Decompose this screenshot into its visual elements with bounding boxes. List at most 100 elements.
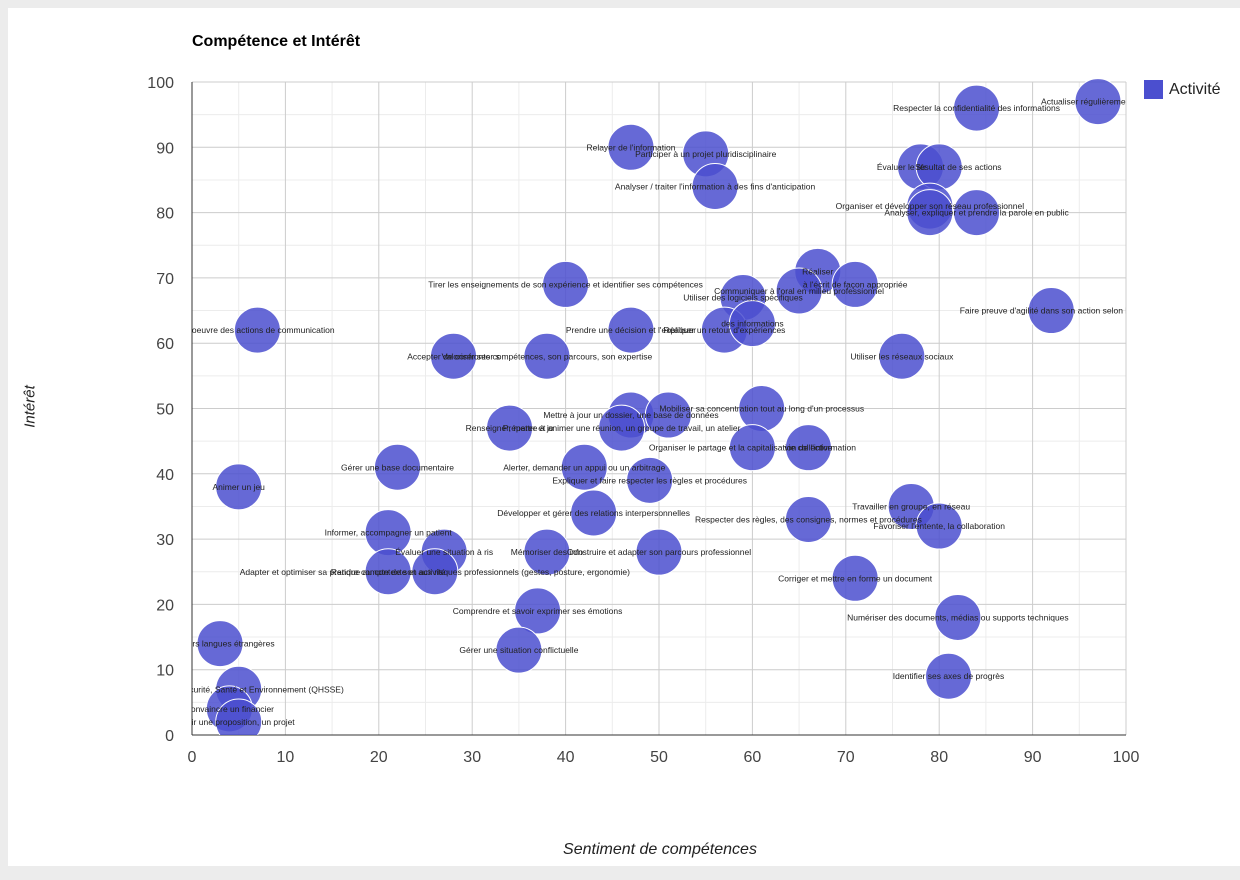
bubble-point[interactable]	[196, 620, 244, 668]
bubble-label: Alerter, demander un appui ou un arbitra…	[503, 462, 665, 472]
y-tick-label: 0	[165, 728, 174, 745]
bubble-label: Mettre à jour un dossier, une base de do…	[543, 410, 718, 420]
bubble-label-layer: Actualiser régulièrement ses cRespecter …	[165, 97, 1156, 727]
bubble-point[interactable]	[728, 424, 776, 472]
bubble-point[interactable]	[523, 332, 571, 380]
y-tick-label: 20	[156, 597, 174, 614]
bubble-point[interactable]	[728, 300, 776, 348]
x-tick-label: 80	[930, 749, 948, 766]
bubble-label: Développer et gérer des relations interp…	[497, 508, 690, 518]
bubble-point[interactable]	[486, 404, 534, 452]
bubble-point[interactable]	[514, 587, 562, 635]
bubble-point[interactable]	[215, 698, 263, 745]
y-tick-label: 50	[156, 402, 174, 419]
x-tick-label: 60	[744, 749, 762, 766]
bubble-label: Corriger et mettre en forme un document	[778, 573, 933, 583]
bubble-label: à l'écrit de façon appropriée	[803, 279, 908, 289]
bubble-point[interactable]	[495, 626, 543, 674]
bubble-point[interactable]	[831, 554, 879, 602]
bubble-label: Évaluer le résultat de ses actions	[877, 162, 1002, 172]
bubble-label: Évaluer une situation à ris	[395, 547, 493, 557]
bubble-point[interactable]	[626, 456, 674, 504]
bubble-point[interactable]	[691, 162, 739, 210]
bubble-point[interactable]	[373, 443, 421, 491]
bubble-point[interactable]	[635, 528, 683, 576]
y-tick-label: 30	[156, 532, 174, 549]
bubble-point[interactable]	[542, 260, 590, 308]
bubble-label: Respecter des règles, des consignes, nor…	[695, 515, 922, 525]
bubble-label: Communiquer à l'oral en milieu professio…	[714, 286, 884, 296]
bubble-label: Convaincre un financier	[185, 704, 274, 714]
bubble-point[interactable]	[1027, 287, 1075, 335]
bubble-label: Numériser des documents, médias ou suppo…	[847, 612, 1069, 622]
bubble-point[interactable]	[915, 502, 963, 550]
bubble-label: Identifier ses axes de progrès	[893, 671, 1005, 681]
bubble-label: Prendre une décision et l'expliquer	[566, 325, 696, 335]
chart-title: Compétence et Intérêt	[192, 33, 361, 50]
y-tick-label: 100	[147, 75, 174, 92]
bubble-point[interactable]	[430, 332, 478, 380]
bubble-label: Informer, accompagner un patient	[325, 528, 453, 538]
y-tick-label: 40	[156, 467, 174, 484]
bubble-point[interactable]	[644, 391, 692, 439]
bubble-label: en oeuvre des actions de communication	[180, 325, 335, 335]
bubble-point[interactable]	[560, 443, 608, 491]
bubble-label: Str	[915, 162, 926, 172]
bubble-label: Valoriser ses compétences, son parcours,…	[442, 351, 653, 361]
bubble-point[interactable]	[607, 306, 655, 354]
bubble-label: Préparer et animer une réunion, un group…	[503, 423, 741, 433]
bubble-label: Travailler en groupe, en réseau	[852, 501, 970, 511]
bubble-label: Favoriser l'entente, la collaboration	[873, 521, 1005, 531]
bubble-label: Analyser, expliquer et prendre la parole…	[884, 208, 1069, 218]
bubble-label: Actualiser régulièrement ses c	[1041, 97, 1156, 107]
x-tick-label: 0	[188, 749, 197, 766]
bubble-point[interactable]	[215, 463, 263, 511]
bubble-point[interactable]	[523, 528, 571, 576]
bubble-label: Accepter de confronter s	[407, 351, 500, 361]
x-tick-label: 20	[370, 749, 388, 766]
x-tick-label: 50	[650, 749, 668, 766]
bubble-point[interactable]	[607, 123, 655, 171]
bubble-label: Faire preuve d'agilité dans son action s…	[960, 306, 1144, 316]
bubble-label: Adapter et optimiser sa pratique au cont…	[240, 567, 630, 577]
bubble-label: Gérer une situation conflictuelle	[459, 645, 578, 655]
bubble-point[interactable]	[411, 548, 459, 596]
bubble-point[interactable]	[831, 260, 879, 308]
bubble-point[interactable]	[570, 489, 618, 537]
bubble-label: Mobiliser sa concentration tout au long …	[659, 404, 864, 414]
x-axis-title: Sentiment de compétences	[563, 841, 757, 858]
bubble-point[interactable]	[925, 652, 973, 700]
y-tick-label: 80	[156, 206, 174, 223]
legend-label: Activité	[1169, 80, 1221, 98]
bubble-label: Renseigner, mettre à jo	[466, 423, 554, 433]
bubble-point[interactable]	[953, 84, 1001, 132]
bubble-label: Participer à un projet pluridisciplinair…	[635, 149, 777, 159]
bubble-point[interactable]	[784, 496, 832, 544]
bubble-label: Rendre compte de son activité	[331, 567, 446, 577]
bubble-label: Expliquer et faire respecter les règles …	[552, 475, 747, 485]
bubble-point[interactable]	[934, 593, 982, 641]
bubble-point[interactable]	[906, 189, 954, 237]
bubble-point[interactable]	[1074, 78, 1122, 126]
bubble-point[interactable]	[775, 267, 823, 315]
bubble-point[interactable]	[364, 548, 412, 596]
bubble-label: Gérer une base documentaire	[341, 462, 454, 472]
x-tick-label: 10	[277, 749, 295, 766]
bubble-label: Mémoriser des info	[511, 547, 584, 557]
x-tick-label: 30	[463, 749, 481, 766]
bubble-point[interactable]	[953, 189, 1001, 237]
bubble-point[interactable]	[233, 306, 281, 354]
x-tick-label: 90	[1024, 749, 1042, 766]
bubble-label: Animer un jeu	[212, 482, 265, 492]
bubble-label: Tirer les enseignements de son expérienc…	[428, 279, 703, 289]
bubble-point[interactable]	[598, 404, 646, 452]
bubble-label: Respecter la confidentialité des informa…	[893, 103, 1060, 113]
bubble-label: des informations	[721, 319, 783, 329]
bubble-point[interactable]	[878, 332, 926, 380]
bubble-label: Utiliser les réseaux sociaux	[850, 351, 954, 361]
bubble-label: Comprendre et savoir exprimer ses émotio…	[453, 606, 623, 616]
bubble-label: plusieurs langues étrangères	[165, 639, 274, 649]
bubble-point[interactable]	[784, 424, 832, 472]
y-tick-label: 60	[156, 336, 174, 353]
